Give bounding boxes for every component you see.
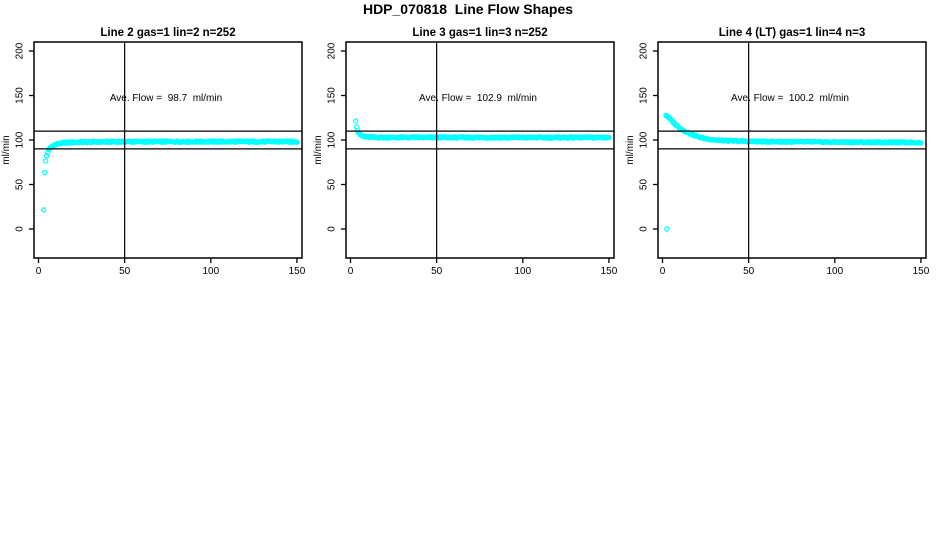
svg-text:0: 0 bbox=[639, 226, 650, 232]
svg-text:100: 100 bbox=[327, 131, 338, 148]
avg-flow-annotation: Ave. Flow = 102.9 ml/min bbox=[419, 93, 537, 104]
plot-area: 0 50 100 150 0 50 100 150 200 bbox=[639, 41, 930, 277]
chart-panel-line-4: Line 4 (LT) gas=1 lin=4 n=3 Ave. Flow = … bbox=[625, 27, 930, 277]
svg-text:200: 200 bbox=[15, 42, 26, 59]
chart-panel-line-3: Line 3 gas=1 lin=3 n=252 Ave. Flow = 102… bbox=[313, 27, 618, 277]
svg-text:100: 100 bbox=[202, 266, 219, 277]
svg-text:150: 150 bbox=[327, 87, 338, 104]
figure-title: HDP_070818 Line Flow Shapes bbox=[362, 1, 574, 17]
plot-area: 0 50 100 150 0 50 100 150 200 bbox=[327, 41, 618, 277]
y-axis-label: ml/min bbox=[1, 135, 12, 164]
svg-text:50: 50 bbox=[327, 179, 338, 191]
svg-text:0: 0 bbox=[15, 226, 26, 232]
chart-panel-line-2: Line 2 gas=1 lin=2 n=252 Ave. Flow = 98.… bbox=[1, 27, 306, 277]
y-axis-label: ml/min bbox=[313, 135, 324, 164]
avg-flow-annotation: Ave. Flow = 98.7 ml/min bbox=[110, 93, 222, 104]
svg-text:0: 0 bbox=[348, 266, 354, 277]
y-axis-label: ml/min bbox=[625, 135, 636, 164]
panel-title: Line 2 gas=1 lin=2 n=252 bbox=[100, 27, 235, 39]
svg-text:150: 150 bbox=[639, 87, 650, 104]
svg-text:100: 100 bbox=[639, 131, 650, 148]
plot-area: 0 50 100 150 0 50 100 150 200 bbox=[15, 41, 306, 277]
svg-text:0: 0 bbox=[327, 226, 338, 232]
panel-title: Line 3 gas=1 lin=3 n=252 bbox=[412, 27, 547, 39]
svg-text:50: 50 bbox=[639, 179, 650, 191]
svg-text:150: 150 bbox=[15, 87, 26, 104]
svg-text:150: 150 bbox=[913, 266, 930, 277]
svg-text:100: 100 bbox=[514, 266, 531, 277]
svg-text:150: 150 bbox=[601, 266, 618, 277]
svg-text:150: 150 bbox=[289, 266, 306, 277]
svg-text:200: 200 bbox=[639, 42, 650, 59]
avg-flow-annotation: Ave. Flow = 100.2 ml/min bbox=[731, 93, 849, 104]
svg-text:100: 100 bbox=[15, 131, 26, 148]
svg-text:50: 50 bbox=[743, 266, 755, 277]
svg-text:100: 100 bbox=[826, 266, 843, 277]
svg-text:50: 50 bbox=[15, 179, 26, 191]
svg-text:0: 0 bbox=[660, 266, 666, 277]
svg-text:0: 0 bbox=[36, 266, 42, 277]
svg-text:200: 200 bbox=[327, 42, 338, 59]
svg-text:50: 50 bbox=[431, 266, 443, 277]
svg-text:50: 50 bbox=[119, 266, 131, 277]
panel-title: Line 4 (LT) gas=1 lin=4 n=3 bbox=[719, 27, 865, 39]
